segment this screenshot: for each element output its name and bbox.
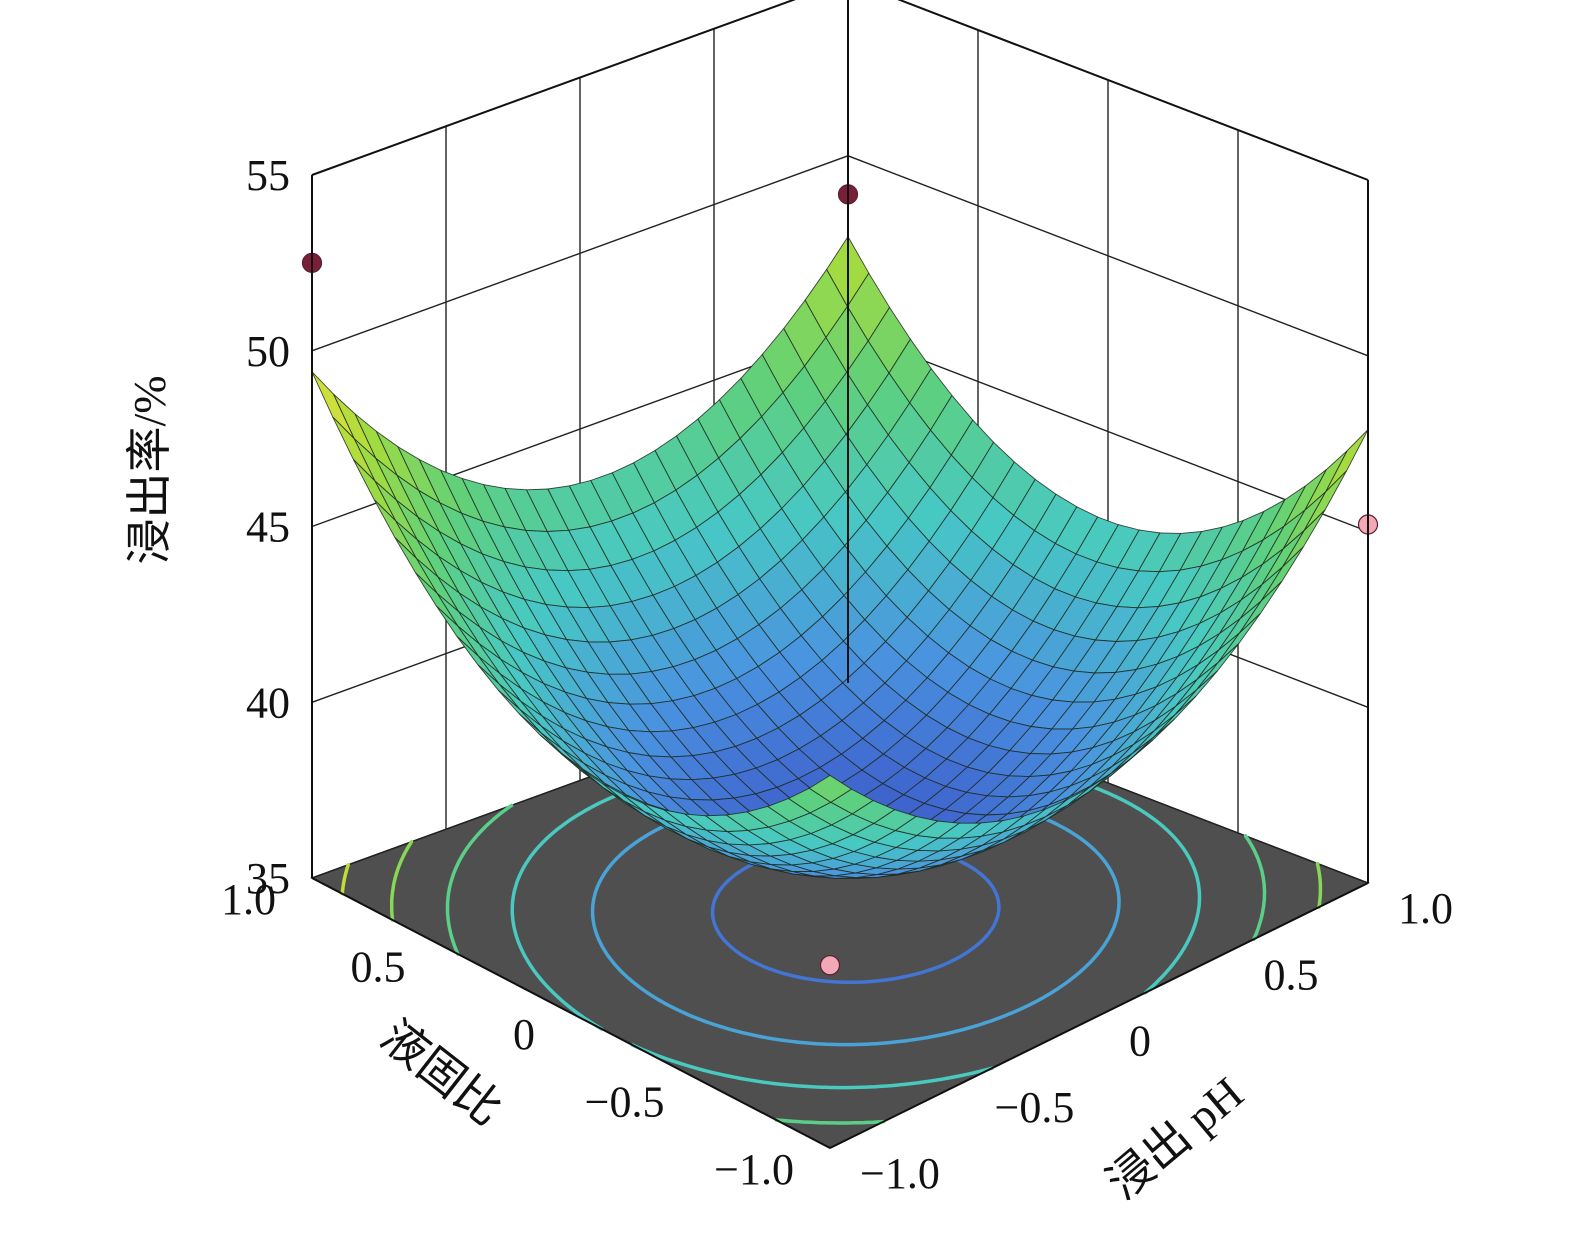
surface-patch [1325,429,1369,493]
contour-line [710,840,1001,985]
z-tick-label: 55 [246,151,290,200]
x-axis-title: 浸出 pH [1097,1067,1252,1209]
axis-frame [311,0,1369,1149]
z-axis-title: 浸出率/% [124,375,175,564]
tick-labels: 35 40 45 50 55 1.0 0.5 0 −0.5 −1.0 −1.0 −0.5 0 0.5 1.0 [221,151,1453,1198]
y-tick-label: −0.5 [585,1078,665,1127]
x-tick-label: 0.5 [1264,950,1319,999]
x-tick-label: 1.0 [1398,884,1453,933]
y-tick-label: −1.0 [714,1145,794,1194]
z-grid-line [311,0,1369,181]
surface-patch [311,371,355,440]
x-tick-label: −0.5 [995,1083,1075,1132]
design-point [819,955,841,976]
response-surface [311,235,1369,879]
z-tick-label: 45 [246,503,290,552]
z-tick-label: 40 [246,678,290,727]
frame-edge [311,0,796,176]
z-tick-label: 50 [246,327,290,376]
frame-edge [829,882,1369,1149]
x-tick-label: −1.0 [860,1149,940,1198]
z-tick-label: 35 [246,854,290,903]
y-tick-label: 1.0 [221,875,276,924]
frame-edge [311,877,831,1149]
y-tick-label: 0.5 [351,943,406,992]
surface-patch [808,774,853,803]
y-tick-label: 0 [513,1010,535,1059]
frame-edge [897,0,1369,181]
x-tick-label: 0 [1129,1017,1151,1066]
y-axis-title: 液固比 [371,1010,511,1135]
